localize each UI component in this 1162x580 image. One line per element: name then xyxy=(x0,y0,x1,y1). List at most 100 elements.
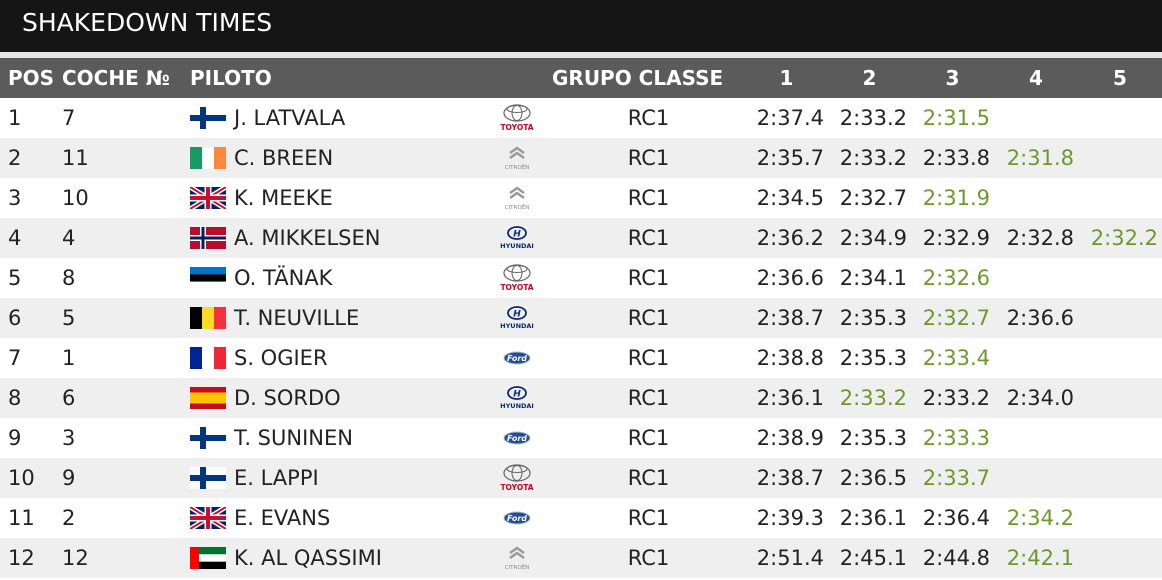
brand-logo: TOYOTA xyxy=(500,464,534,492)
time: 2:32.9 xyxy=(922,226,990,250)
position: 1 xyxy=(8,106,22,130)
col-header: 3 xyxy=(911,58,994,98)
empty-cell xyxy=(1078,298,1162,338)
driver: D. SORDO xyxy=(190,386,482,410)
logo-cell: H HYUNDAI xyxy=(482,218,552,258)
time: 2:36.5 xyxy=(839,466,907,490)
group: RC1 xyxy=(627,346,670,370)
time: 2:34.1 xyxy=(839,266,907,290)
empty-cell xyxy=(994,178,1078,218)
group: RC1 xyxy=(627,106,670,130)
logo-cell: TOYOTA xyxy=(482,458,552,498)
time: 2:33.4 xyxy=(922,346,990,370)
empty-cell xyxy=(1078,338,1162,378)
position: 9 xyxy=(8,426,22,450)
flag xyxy=(190,227,226,249)
position: 8 xyxy=(8,386,22,410)
result-row: 10 9 E. LAPPI TOYOTA RC1 2:38.7 2:36.5 2:33.7 xyxy=(0,458,1162,498)
time: 2:36.2 xyxy=(756,226,824,250)
group: RC1 xyxy=(627,546,670,570)
logo-text: CITROËN xyxy=(505,204,530,211)
logo-text: CITROËN xyxy=(505,564,530,571)
time: 2:33.7 xyxy=(922,466,990,490)
position: 4 xyxy=(8,226,22,250)
time: 2:33.8 xyxy=(922,146,990,170)
brand-logo: Ford xyxy=(503,511,531,525)
empty-cell xyxy=(1078,418,1162,458)
logo-shape xyxy=(506,465,528,473)
flag xyxy=(190,387,226,409)
driver-name: K. MEEKE xyxy=(234,186,333,210)
empty-cell xyxy=(1078,458,1162,498)
result-row: 2 11 C. BREEN CITROËN RC1 2:35.7 2:33.2 2:33.8 2… xyxy=(0,138,1162,178)
brand-logo: Ford xyxy=(503,351,531,365)
logo-text: TOYOTA xyxy=(500,483,533,492)
time: 2:45.1 xyxy=(839,546,907,570)
driver-name: T. SUNINEN xyxy=(234,426,353,450)
position: 5 xyxy=(8,266,22,290)
logo-text: HYUNDAI xyxy=(500,322,534,330)
driver-name: E. EVANS xyxy=(234,506,331,530)
flag xyxy=(190,347,226,369)
empty-cell xyxy=(1078,378,1162,418)
result-row: 6 5 T. NEUVILLE H HYUNDAI RC1 2:38.7 2:35.3 2:32… xyxy=(0,298,1162,338)
result-row: 4 4 A. MIKKELSEN H HYUNDAI RC1 2:36.2 2:34.9 2:3… xyxy=(0,218,1162,258)
driver-name: O. TÄNAK xyxy=(234,266,333,290)
position: 10 xyxy=(8,466,35,490)
empty-cell xyxy=(994,98,1078,138)
brand-logo: H HYUNDAI xyxy=(500,306,534,330)
logo-text: Ford xyxy=(507,434,527,443)
col-header: PILOTO xyxy=(190,58,482,98)
position: 7 xyxy=(8,346,22,370)
time: 2:34.2 xyxy=(1006,506,1074,530)
col-header: 2 xyxy=(828,58,911,98)
brand-logo: H HYUNDAI xyxy=(500,226,534,250)
time: 2:31.9 xyxy=(922,186,990,210)
logo-cell: CITROËN xyxy=(482,178,552,218)
driver: T. SUNINEN xyxy=(190,426,482,450)
time: 2:36.6 xyxy=(1006,306,1074,330)
driver: A. MIKKELSEN xyxy=(190,226,482,250)
time: 2:32.8 xyxy=(1006,226,1074,250)
result-row: 12 12 K. AL QASSIMI CITROËN RC1 2:51.4 2:45.1 2… xyxy=(0,538,1162,578)
car-number: 9 xyxy=(62,466,76,490)
time: 2:38.7 xyxy=(756,306,824,330)
time: 2:34.0 xyxy=(1006,386,1074,410)
group: RC1 xyxy=(627,426,670,450)
logo-shape xyxy=(507,226,527,240)
position: 12 xyxy=(8,546,35,570)
brand-logo: CITROËN xyxy=(505,546,530,571)
driver-cell: K. MEEKE xyxy=(190,178,482,218)
driver-cell: C. BREEN xyxy=(190,138,482,178)
col-header: 1 xyxy=(745,58,828,98)
result-row: 9 3 T. SUNINEN Ford RC1 2:38.9 2:35.3 2:33.3 xyxy=(0,418,1162,458)
time: 2:44.8 xyxy=(922,546,990,570)
group: RC1 xyxy=(627,266,670,290)
flag xyxy=(190,307,226,329)
empty-cell xyxy=(1078,258,1162,298)
group: RC1 xyxy=(627,506,670,530)
time: 2:32.7 xyxy=(839,186,907,210)
logo-shape xyxy=(503,511,531,525)
car-number: 6 xyxy=(62,386,76,410)
time: 2:32.6 xyxy=(922,266,990,290)
empty-cell xyxy=(994,258,1078,298)
logo-shape xyxy=(507,306,527,320)
col-header: 4 xyxy=(994,58,1078,98)
logo-mark: H xyxy=(513,230,521,240)
group: RC1 xyxy=(627,306,670,330)
logo-text: HYUNDAI xyxy=(500,242,534,250)
time: 2:36.6 xyxy=(756,266,824,290)
title-bar: SHAKEDOWN TIMES xyxy=(0,0,1162,52)
col-spacer xyxy=(482,58,552,98)
time: 2:38.8 xyxy=(756,346,824,370)
position: 2 xyxy=(8,146,22,170)
logo-cell: H HYUNDAI xyxy=(482,378,552,418)
driver: C. BREEN xyxy=(190,146,482,170)
driver-cell: E. EVANS xyxy=(190,498,482,538)
driver-cell: T. NEUVILLE xyxy=(190,298,482,338)
driver-name: E. LAPPI xyxy=(234,466,319,490)
driver: O. TÄNAK xyxy=(190,266,482,290)
time: 2:35.7 xyxy=(756,146,824,170)
